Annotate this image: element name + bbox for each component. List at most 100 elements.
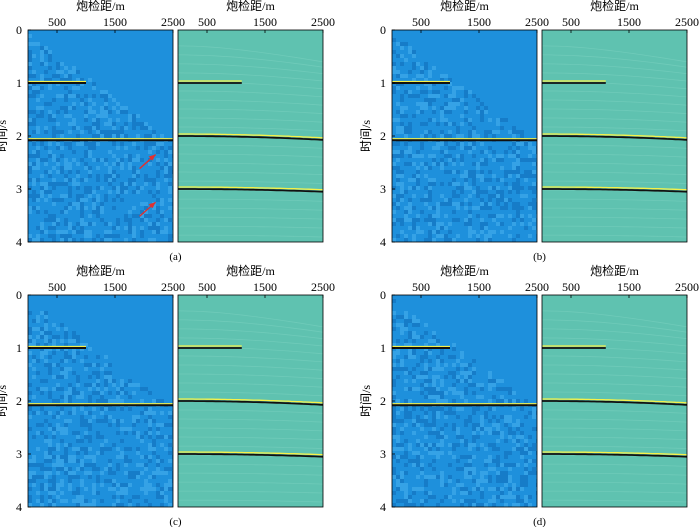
noise-cell xyxy=(508,419,512,423)
noise-cell xyxy=(76,126,80,130)
noise-cell xyxy=(452,383,456,387)
noise-cell xyxy=(132,206,136,210)
noise-cell xyxy=(80,483,84,487)
noise-cell xyxy=(88,174,92,178)
noise-cell xyxy=(28,62,32,66)
noise-cell xyxy=(412,503,416,507)
noise-cell xyxy=(68,122,72,126)
noise-cell xyxy=(92,491,96,495)
noise-cell xyxy=(136,503,140,507)
noise-cell xyxy=(412,154,416,158)
noise-cell xyxy=(392,407,396,411)
noise-cell xyxy=(72,491,76,495)
noise-cell xyxy=(144,174,148,178)
noise-cell xyxy=(148,134,152,138)
noise-cell xyxy=(156,186,160,190)
noise-cell xyxy=(124,126,128,130)
noise-cell xyxy=(108,415,112,419)
noise-cell xyxy=(156,471,160,475)
noise-cell xyxy=(48,355,52,359)
noise-cell xyxy=(52,483,56,487)
noise-cell xyxy=(88,146,92,150)
noise-cell xyxy=(464,146,468,150)
noise-cell xyxy=(40,311,44,315)
noise-cell xyxy=(468,447,472,451)
noise-cell xyxy=(488,431,492,435)
noise-cell xyxy=(84,102,88,106)
noise-cell xyxy=(476,174,480,178)
noise-cell xyxy=(512,399,516,403)
noise-cell xyxy=(452,387,456,391)
noise-cell xyxy=(444,118,448,122)
noise-cell xyxy=(56,70,60,74)
noise-cell xyxy=(112,503,116,507)
noise-cell xyxy=(412,315,416,319)
noise-cell xyxy=(72,499,76,503)
noise-cell xyxy=(396,475,400,479)
noise-cell xyxy=(60,230,64,234)
noise-cell xyxy=(44,351,48,355)
noise-cell xyxy=(420,142,424,146)
noise-cell xyxy=(68,202,72,206)
noise-cell xyxy=(512,423,516,427)
noise-cell xyxy=(44,315,48,319)
noise-cell xyxy=(504,423,508,427)
noise-cell xyxy=(80,206,84,210)
noise-cell xyxy=(168,182,172,186)
x-tick-label: 2500 xyxy=(311,15,335,29)
noise-cell xyxy=(508,391,512,395)
noise-cell xyxy=(436,387,440,391)
noise-cell xyxy=(96,491,100,495)
noise-cell xyxy=(404,451,408,455)
noise-cell xyxy=(40,194,44,198)
noise-cell xyxy=(100,114,104,118)
noise-cell xyxy=(436,210,440,214)
noise-cell xyxy=(512,206,516,210)
noise-cell xyxy=(120,495,124,499)
noise-cell xyxy=(416,335,420,339)
noise-cell xyxy=(108,174,112,178)
noise-cell xyxy=(404,130,408,134)
noise-cell xyxy=(64,355,68,359)
noise-cell xyxy=(152,487,156,491)
noise-cell xyxy=(444,483,448,487)
noise-cell xyxy=(124,218,128,222)
noise-cell xyxy=(532,218,536,222)
noise-cell xyxy=(64,443,68,447)
noise-cell xyxy=(400,315,404,319)
noise-cell xyxy=(432,379,436,383)
noise-cell xyxy=(60,395,64,399)
noise-cell xyxy=(520,142,524,146)
noise-cell xyxy=(420,471,424,475)
noise-cell xyxy=(36,194,40,198)
noise-cell xyxy=(496,130,500,134)
noise-cell xyxy=(84,190,88,194)
noise-cell xyxy=(144,182,148,186)
noise-cell xyxy=(452,487,456,491)
noise-cell xyxy=(144,431,148,435)
noise-cell xyxy=(120,110,124,114)
noise-cell xyxy=(440,226,444,230)
noise-cell xyxy=(72,126,76,130)
noise-cell xyxy=(108,150,112,154)
noise-cell xyxy=(468,170,472,174)
noise-cell xyxy=(32,355,36,359)
noise-cell xyxy=(452,423,456,427)
noise-cell xyxy=(528,142,532,146)
noise-cell xyxy=(120,483,124,487)
noise-cell xyxy=(112,407,116,411)
noise-cell xyxy=(512,407,516,411)
noise-cell xyxy=(60,479,64,483)
noise-cell xyxy=(60,106,64,110)
noise-cell xyxy=(72,387,76,391)
noise-cell xyxy=(80,447,84,451)
noise-cell xyxy=(416,455,420,459)
noise-cell xyxy=(140,214,144,218)
noise-cell xyxy=(436,339,440,343)
noise-cell xyxy=(444,86,448,90)
noise-cell xyxy=(452,455,456,459)
noise-cell xyxy=(108,407,112,411)
noise-cell xyxy=(404,355,408,359)
noise-cell xyxy=(468,194,472,198)
